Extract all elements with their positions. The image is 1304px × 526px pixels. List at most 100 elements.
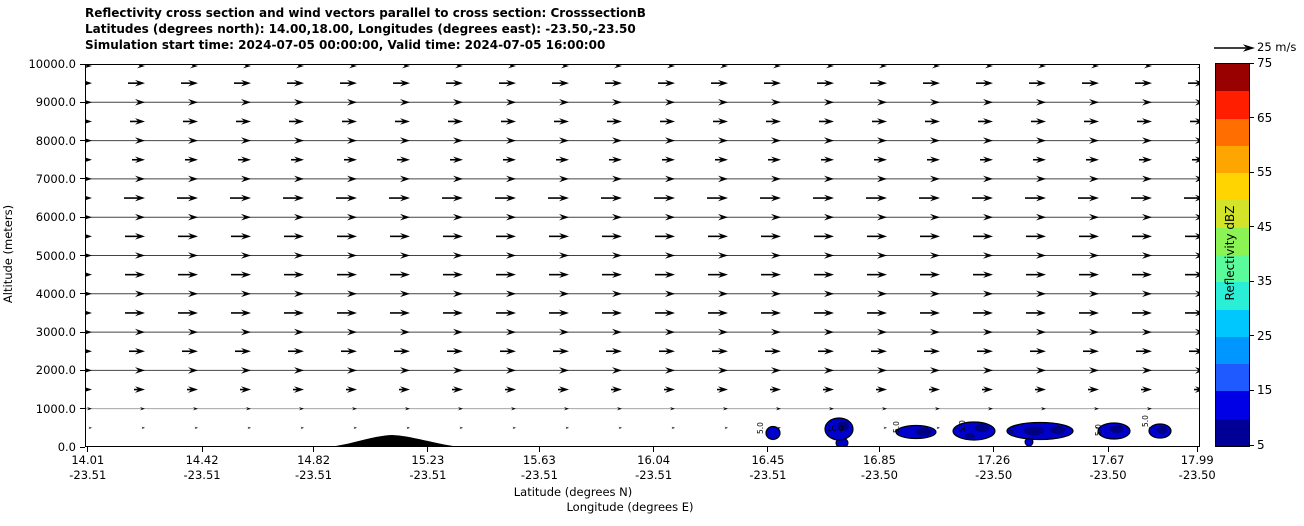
- wind-arrow-head: [347, 213, 357, 221]
- wind-arrow-head: [241, 99, 251, 106]
- wind-arrow-head: [1195, 194, 1199, 202]
- wind-arrow-head: [1195, 386, 1199, 393]
- wind-arrow-head: [86, 100, 92, 105]
- reflectivity-cell-core: [837, 421, 849, 431]
- wind-arrow-head: [400, 290, 410, 298]
- x-tick-mark: [427, 447, 429, 452]
- wind-arrow-head: [241, 118, 251, 125]
- wind-arrow-head: [983, 99, 993, 106]
- wind-arrow-head: [612, 194, 622, 202]
- wind-arrow-head: [665, 290, 675, 298]
- wind-arrow-head: [458, 407, 463, 411]
- wind-arrow-head: [612, 175, 622, 183]
- wind-arrow-head: [294, 99, 304, 106]
- y-tick-mark: [80, 140, 85, 142]
- wind-arrow-head: [718, 194, 728, 202]
- wind-arrow-head: [824, 271, 834, 278]
- wind-arrow-head: [241, 386, 251, 393]
- wind-arrow-head: [511, 407, 516, 411]
- wind-arrow-head: [983, 290, 993, 298]
- wind-arrow-head: [612, 328, 622, 336]
- wind-arrow-head: [824, 290, 834, 298]
- x-tick-label-lon: -23.51: [520, 468, 558, 482]
- wind-arrow-head: [983, 367, 993, 374]
- wind-arrow-head: [1142, 156, 1152, 164]
- wind-arrow-head: [1089, 175, 1099, 183]
- wind-arrow-head: [1195, 328, 1199, 336]
- x-axis-label-longitude: Longitude (degrees E): [566, 500, 694, 514]
- wind-arrow-head: [1142, 309, 1152, 317]
- wind-arrow-head: [193, 407, 198, 411]
- wind-arrow-head: [612, 137, 622, 144]
- wind-arrow-head: [930, 271, 940, 278]
- wind-arrow-head: [983, 328, 993, 336]
- wind-arrow-head: [559, 233, 569, 240]
- wind-arrow-head: [718, 290, 728, 298]
- wind-arrow-head: [771, 194, 781, 202]
- wind-arrow-head: [86, 272, 92, 277]
- reflectivity-cell-core: [1050, 426, 1066, 434]
- wind-arrow-head: [1036, 194, 1046, 202]
- wind-arrow-head: [771, 252, 781, 259]
- wind-arrow-head: [453, 386, 463, 393]
- y-tick-label: 6000.0: [35, 210, 76, 225]
- wind-arrow-head: [559, 99, 569, 106]
- wind-arrow-head: [188, 367, 198, 374]
- wind-arrow-head: [1142, 271, 1152, 278]
- wind-arrow-head: [453, 328, 463, 336]
- wind-arrow-head: [1089, 156, 1099, 164]
- wind-arrow-head: [347, 137, 357, 144]
- wind-arrow-head: [1089, 271, 1099, 278]
- wind-arrow-clipped: [1144, 65, 1152, 69]
- colorbar-tick-label: 75: [1257, 56, 1273, 70]
- wind-arrow-dot: [353, 426, 357, 430]
- wind-arrow-head: [665, 309, 675, 317]
- wind-arrow-head: [86, 253, 92, 258]
- wind-arrow-head: [347, 367, 357, 374]
- wind-arrow-head: [824, 233, 834, 240]
- wind-arrow-head: [877, 137, 887, 144]
- wind-arrow-head: [506, 79, 516, 87]
- wind-arrow-head: [824, 386, 834, 393]
- wind-arrow-head: [241, 347, 251, 355]
- wind-arrow-head: [665, 137, 675, 144]
- wind-arrow-clipped: [879, 65, 887, 69]
- wind-arrow-head: [1195, 137, 1199, 144]
- wind-arrow-head: [824, 347, 834, 355]
- x-tick-mark: [767, 447, 769, 452]
- wind-arrow-head: [771, 156, 781, 164]
- wind-arrow-head: [824, 213, 834, 221]
- wind-arrow-head: [135, 271, 145, 278]
- wind-arrow-head: [930, 118, 940, 125]
- wind-arrow-head: [135, 213, 145, 221]
- wind-arrow-head: [241, 328, 251, 336]
- wind-arrow-head: [988, 407, 993, 411]
- wind-arrow-head: [241, 367, 251, 374]
- wind-arrow-head: [1142, 99, 1152, 106]
- wind-arrow-head: [1195, 347, 1199, 355]
- wind-arrow-head: [188, 99, 198, 106]
- wind-arrow-head: [824, 118, 834, 125]
- colorbar-segment: [1216, 418, 1249, 446]
- wind-arrow-head: [1147, 407, 1152, 411]
- x-tick-label-lon: -23.51: [409, 468, 447, 482]
- colorbar-segment: [1216, 336, 1249, 365]
- wind-arrow-head: [135, 290, 145, 298]
- wind-arrow-head: [930, 347, 940, 355]
- wind-arrow-head: [453, 367, 463, 374]
- wind-arrow-head: [1036, 137, 1046, 144]
- wind-arrow-head: [294, 290, 304, 298]
- wind-arrow-head: [612, 79, 622, 87]
- wind-arrow-head: [86, 330, 92, 335]
- wind-arrow-head: [559, 118, 569, 125]
- wind-arrow-head: [1094, 407, 1099, 411]
- wind-arrow-head: [299, 407, 304, 411]
- y-tick-label: 3000.0: [35, 325, 76, 340]
- wind-arrow-head: [241, 271, 251, 278]
- wind-arrow-head: [506, 118, 516, 125]
- x-tick-label-lat: 15.23: [411, 453, 445, 467]
- wind-arrow-head: [612, 99, 622, 106]
- wind-arrow-head: [1036, 271, 1046, 278]
- colorbar-tick-mark: [1249, 389, 1254, 391]
- wind-arrow-head: [506, 328, 516, 336]
